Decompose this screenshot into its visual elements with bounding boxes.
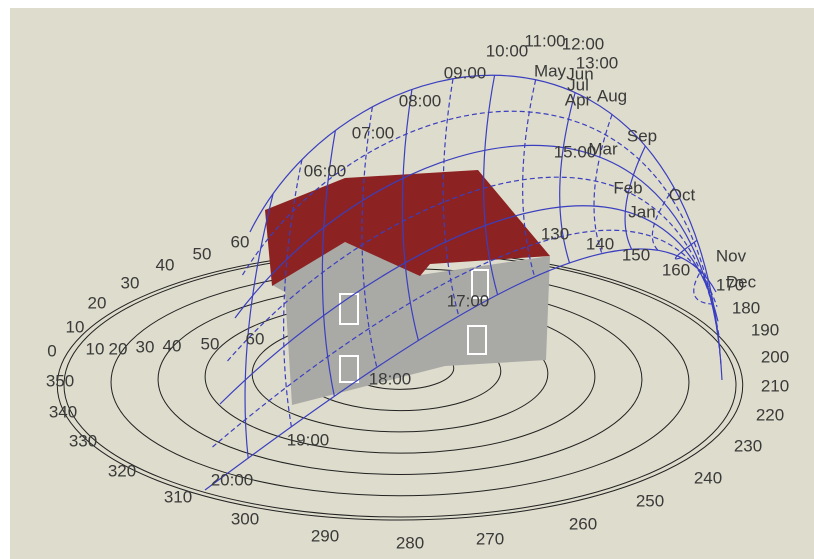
azimuth-label: 20 (88, 293, 107, 312)
month-label: May (534, 61, 567, 80)
azimuth-label: 350 (46, 371, 74, 390)
month-label: Apr (565, 90, 592, 109)
altitude-label: 30 (136, 337, 155, 356)
azimuth-label: 0 (47, 341, 56, 360)
altitude-label: 60 (246, 329, 265, 348)
azimuth-label: 250 (636, 491, 664, 510)
azimuth-label: 270 (476, 529, 504, 548)
azimuth-label: 130 (541, 224, 569, 243)
azimuth-label: 190 (751, 320, 779, 339)
month-label: Aug (597, 86, 627, 105)
month-label: Feb (613, 178, 642, 197)
azimuth-label: 40 (156, 255, 175, 274)
azimuth-label: 150 (622, 245, 650, 264)
azimuth-label: 210 (761, 376, 789, 395)
hour-label: 10:00 (486, 41, 529, 60)
hour-label: 12:00 (562, 34, 605, 53)
hour-label: 11:00 (524, 31, 565, 50)
azimuth-label: 260 (569, 514, 597, 533)
azimuth-label: 230 (734, 436, 762, 455)
month-label: Oct (669, 185, 696, 204)
azimuth-label: 160 (662, 260, 690, 279)
month-label: Nov (716, 246, 747, 265)
azimuth-label: 300 (231, 509, 259, 528)
hour-label: 17:00 (447, 291, 490, 310)
month-label: Mar (588, 139, 618, 158)
sun-path-view: 0102030405060130140150160170180190200210… (0, 0, 814, 559)
azimuth-label: 340 (49, 402, 77, 421)
azimuth-label: 330 (69, 431, 97, 450)
hour-label: 19:00 (287, 430, 330, 449)
hour-label: 18:00 (369, 369, 412, 388)
azimuth-label: 220 (756, 405, 784, 424)
azimuth-label: 30 (121, 273, 140, 292)
hour-label: 09:00 (444, 63, 487, 82)
azimuth-label: 310 (164, 487, 192, 506)
month-label: Jan (628, 202, 655, 221)
altitude-label: 20 (109, 339, 128, 358)
hour-label: 06:00 (304, 161, 347, 180)
month-label: Dec (726, 272, 757, 291)
azimuth-label: 50 (193, 244, 212, 263)
azimuth-label: 140 (586, 234, 614, 253)
altitude-label: 40 (163, 336, 182, 355)
azimuth-label: 60 (231, 232, 250, 251)
azimuth-label: 280 (396, 533, 424, 552)
month-label: Sep (627, 126, 657, 145)
hour-label: 07:00 (352, 123, 395, 142)
azimuth-label: 200 (761, 347, 789, 366)
hour-label: 20:00 (211, 470, 254, 489)
altitude-label: 50 (201, 334, 220, 353)
azimuth-label: 290 (311, 526, 339, 545)
azimuth-label: 320 (108, 461, 136, 480)
azimuth-label: 10 (66, 317, 85, 336)
altitude-label: 10 (86, 339, 105, 358)
hour-label: 08:00 (399, 91, 442, 110)
azimuth-label: 240 (694, 468, 722, 487)
azimuth-label: 180 (732, 298, 760, 317)
